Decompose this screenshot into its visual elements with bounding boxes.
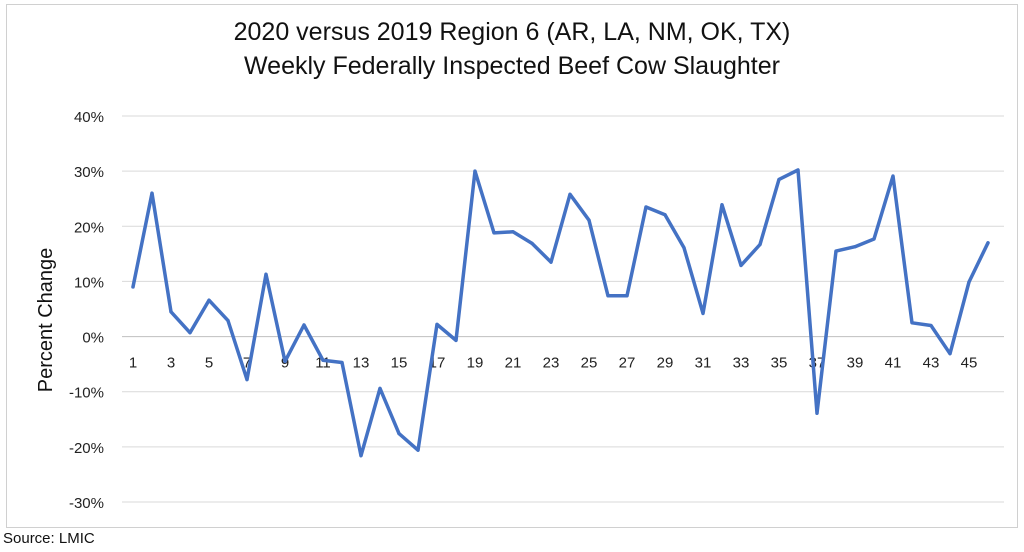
data-point bbox=[834, 249, 838, 253]
data-point bbox=[606, 294, 610, 298]
x-tick-label: 35 bbox=[771, 355, 788, 372]
data-point bbox=[853, 245, 857, 249]
y-axis-label: Percent Change bbox=[35, 248, 57, 393]
data-point bbox=[188, 331, 192, 335]
x-tick-label: 27 bbox=[619, 355, 636, 372]
x-tick-label: 23 bbox=[543, 355, 560, 372]
x-tick-label: 7 bbox=[243, 355, 251, 372]
x-tick-label: 41 bbox=[885, 355, 902, 372]
x-tick-label: 3 bbox=[167, 355, 175, 372]
y-tick-label: 30% bbox=[74, 164, 104, 181]
y-tick-label: 10% bbox=[74, 274, 104, 291]
x-tick-label: 5 bbox=[205, 355, 213, 372]
data-point bbox=[777, 177, 781, 182]
series-line bbox=[131, 168, 990, 458]
y-tick-label: 40% bbox=[74, 109, 104, 126]
x-tick-label: 43 bbox=[923, 355, 940, 372]
data-point bbox=[568, 192, 572, 196]
y-tick-label: -30% bbox=[69, 495, 104, 512]
y-tick-label: 0% bbox=[82, 330, 104, 347]
data-point bbox=[169, 310, 173, 314]
x-tick-label: 21 bbox=[505, 355, 522, 372]
data-point bbox=[378, 386, 382, 391]
data-point bbox=[663, 213, 667, 217]
chart-frame bbox=[6, 4, 1018, 528]
data-point bbox=[492, 231, 496, 235]
chart-title-line-1: 2020 versus 2019 Region 6 (AR, LA, NM, O… bbox=[233, 18, 791, 46]
data-point bbox=[758, 242, 762, 247]
data-point bbox=[226, 318, 230, 323]
y-tick-labels: 40% 30% 20% 10% 0% -10% -20% -30% bbox=[69, 109, 104, 512]
data-point bbox=[910, 321, 914, 325]
x-tick-label: 13 bbox=[353, 355, 370, 372]
data-point bbox=[283, 359, 287, 363]
data-point bbox=[948, 352, 952, 356]
data-point bbox=[359, 454, 363, 458]
series-group bbox=[131, 168, 990, 458]
y-tick-label: -20% bbox=[69, 440, 104, 457]
data-point bbox=[302, 323, 306, 327]
data-point bbox=[511, 230, 515, 234]
x-tick-labels: 1 3 5 7 9 11 13 15 17 19 21 23 25 27 29 31 33 35 37 39 41 43 4… bbox=[129, 355, 978, 372]
data-point bbox=[416, 448, 420, 452]
data-point bbox=[872, 237, 876, 241]
data-point bbox=[473, 169, 477, 173]
data-point bbox=[891, 174, 895, 178]
data-point bbox=[815, 411, 819, 415]
data-point bbox=[150, 191, 154, 195]
data-point bbox=[701, 311, 705, 316]
chart-title-line-2: Weekly Federally Inspected Beef Cow Slau… bbox=[244, 52, 780, 80]
data-point bbox=[530, 241, 534, 245]
data-point bbox=[644, 205, 648, 209]
data-point bbox=[549, 260, 553, 264]
x-tick-label: 29 bbox=[657, 355, 674, 372]
data-point bbox=[625, 294, 629, 298]
gridlines bbox=[122, 115, 1004, 503]
data-point bbox=[245, 377, 249, 382]
x-tick-label: 33 bbox=[733, 355, 750, 372]
source-note: Source: LMIC bbox=[3, 530, 95, 547]
y-tick-label: 20% bbox=[74, 219, 104, 236]
data-point bbox=[435, 322, 439, 327]
data-point bbox=[264, 272, 268, 276]
data-point bbox=[967, 280, 971, 284]
data-point bbox=[340, 360, 344, 365]
data-point bbox=[207, 298, 211, 302]
data-point bbox=[131, 285, 135, 289]
x-tick-label: 15 bbox=[391, 355, 408, 372]
x-tick-label: 39 bbox=[847, 355, 864, 372]
data-point bbox=[682, 246, 686, 250]
data-point bbox=[587, 218, 591, 222]
y-tick-label: -10% bbox=[69, 385, 104, 402]
x-tick-label: 1 bbox=[129, 355, 137, 372]
data-point bbox=[796, 168, 800, 172]
data-point bbox=[321, 358, 325, 362]
x-tick-label: 11 bbox=[315, 355, 331, 372]
x-tick-label: 25 bbox=[581, 355, 598, 372]
data-point bbox=[454, 338, 458, 343]
data-point bbox=[720, 203, 724, 207]
x-tick-label: 19 bbox=[467, 355, 484, 372]
x-tick-label: 31 bbox=[695, 355, 712, 372]
x-tick-label: 45 bbox=[961, 355, 978, 372]
data-point bbox=[986, 241, 990, 245]
data-point bbox=[397, 432, 401, 436]
data-point bbox=[739, 263, 743, 268]
data-point bbox=[929, 323, 933, 328]
